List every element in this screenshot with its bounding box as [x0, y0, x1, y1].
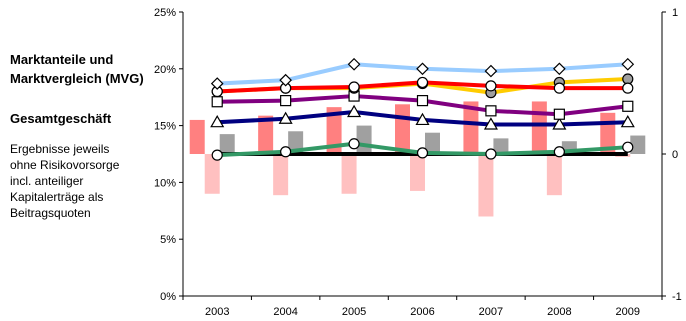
y-tick-label-left: 20% [154, 64, 176, 76]
data-point [483, 117, 498, 130]
data-point [211, 149, 223, 161]
bar [273, 154, 289, 196]
data-point [621, 57, 635, 71]
data-point [620, 114, 635, 128]
y-tick-label-left: 15% [154, 121, 176, 133]
x-tick-label: 2005 [342, 306, 366, 318]
data-point [280, 95, 292, 107]
x-tick-label: 2004 [273, 306, 297, 318]
data-point [416, 76, 429, 89]
data-point [347, 57, 361, 71]
data-point [416, 95, 429, 107]
data-point [553, 62, 566, 76]
data-point [553, 82, 565, 94]
bar [219, 134, 235, 154]
bar [478, 154, 494, 217]
bar [493, 138, 509, 154]
bar [356, 125, 372, 154]
x-tick-label: 2006 [410, 306, 434, 318]
data-point [210, 114, 225, 128]
bar [341, 154, 357, 194]
data-point [485, 105, 497, 117]
y-tick-label-left: 0% [160, 291, 176, 303]
panel-description: Ergebnisse jeweils ohne Risikovorsorge i… [10, 141, 180, 221]
data-point [416, 147, 429, 159]
bar [546, 154, 562, 196]
data-point [553, 108, 565, 120]
data-point [553, 146, 565, 158]
panel-subtitle: Gesamtgeschäft [10, 111, 112, 126]
y-tick-label-left: 25% [154, 7, 176, 19]
panel-title-line1: Marktanteile und [10, 52, 114, 67]
data-point [552, 117, 567, 130]
y-tick-label-left: 10% [154, 177, 176, 189]
bar [395, 104, 410, 154]
x-tick-label: 2003 [205, 306, 229, 318]
bar [630, 135, 646, 154]
data-point [210, 77, 224, 90]
data-point [280, 146, 292, 158]
data-point [415, 112, 430, 126]
bar [410, 154, 425, 191]
description-line: Kapitalerträge als [10, 190, 104, 204]
bar [189, 119, 205, 154]
panel-title-line2: Marktvergleich (MVG) [10, 71, 144, 86]
data-point [347, 104, 362, 118]
data-point [416, 62, 429, 76]
data-point [279, 73, 292, 87]
data-point [485, 148, 497, 160]
bar [425, 132, 440, 154]
x-tick-label: 2009 [616, 306, 640, 318]
bar [258, 115, 274, 154]
data-point [622, 82, 634, 94]
description-line: incl. anteiliger [10, 174, 84, 188]
data-point [485, 80, 497, 92]
data-point [622, 141, 634, 153]
side-panel: Marktanteile und Marktvergleich (MVG) Ge… [10, 50, 180, 221]
data-point [348, 138, 360, 150]
bar [531, 101, 547, 154]
data-point [622, 100, 634, 112]
description-line: Ergebnisse jeweils [10, 142, 110, 156]
description-line: ohne Risikovorsorge [10, 158, 120, 172]
y-tick-label-left: 5% [160, 234, 176, 246]
y-tick-label-right: 1 [672, 7, 678, 19]
y-tick-label-right: -1 [672, 291, 682, 303]
bar [463, 101, 479, 154]
x-tick-label: 2007 [479, 306, 503, 318]
panel-title: Marktanteile und Marktvergleich (MVG) [10, 50, 180, 88]
data-point [484, 64, 498, 78]
description-line: Beitragsquoten [10, 206, 91, 220]
bar [326, 107, 342, 154]
y-tick-label-right: 0 [672, 149, 678, 161]
bar [204, 154, 220, 194]
x-tick-label: 2008 [547, 306, 571, 318]
data-point [211, 96, 223, 108]
data-point [278, 111, 293, 124]
data-point [348, 81, 360, 93]
